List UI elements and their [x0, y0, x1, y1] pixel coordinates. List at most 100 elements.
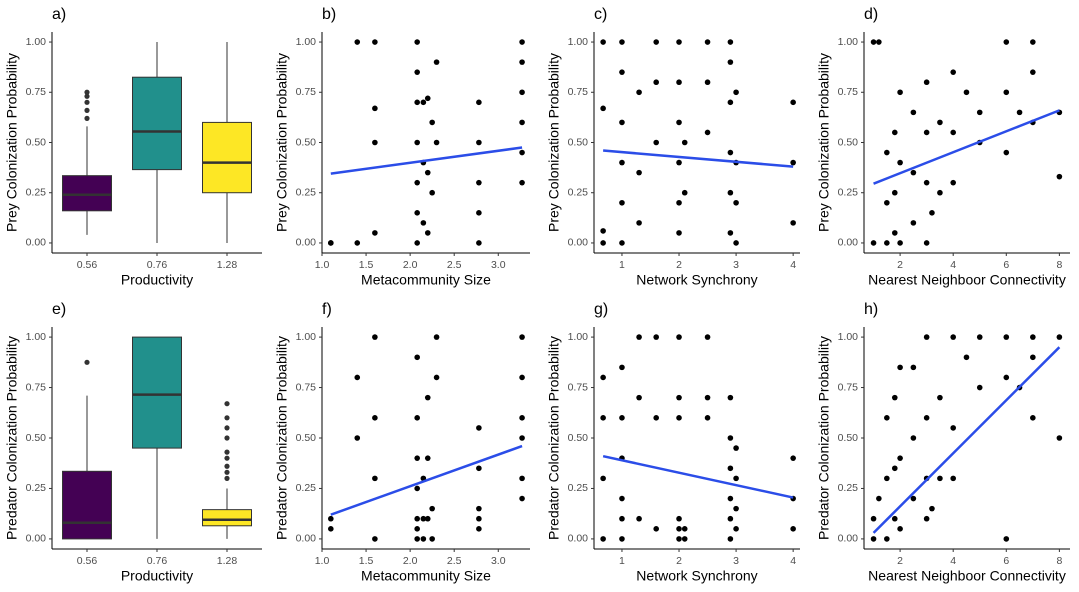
point: [950, 425, 956, 431]
point: [704, 39, 711, 45]
point: [727, 465, 734, 472]
y-tick-label: 1.00: [568, 331, 589, 343]
point: [727, 435, 734, 441]
point: [619, 119, 625, 126]
x-tick-label: 0.56: [77, 259, 98, 271]
outlier: [84, 115, 90, 121]
x-tick-label: 8: [1056, 555, 1062, 567]
point: [1056, 435, 1063, 441]
point: [897, 455, 903, 461]
point: [414, 515, 420, 522]
point: [1003, 39, 1010, 45]
point: [704, 415, 711, 421]
x-tick-label: 0.56: [77, 555, 98, 567]
point: [619, 199, 625, 206]
box: [132, 336, 182, 449]
point: [923, 415, 930, 421]
point: [884, 149, 890, 156]
y-tick-label: 0.00: [296, 237, 317, 249]
point: [727, 99, 734, 106]
point: [733, 475, 739, 482]
point: [884, 415, 890, 421]
fit-line: [872, 346, 1061, 534]
point: [424, 515, 431, 522]
point: [519, 415, 525, 421]
point: [653, 79, 659, 86]
point: [424, 169, 431, 176]
point: [897, 89, 903, 96]
y-tick-label: 0.00: [838, 237, 859, 249]
point: [910, 169, 917, 176]
box: [62, 470, 112, 540]
point: [653, 139, 659, 146]
point: [519, 89, 525, 96]
point: [414, 455, 420, 461]
panel-label: d): [864, 6, 878, 23]
y-tick-label: 0.00: [838, 533, 859, 545]
point: [433, 334, 440, 340]
point: [519, 119, 525, 126]
outlier: [224, 469, 230, 475]
outlier: [224, 463, 230, 469]
y-axis-title: Prey Colonization Probability: [546, 53, 562, 232]
point: [950, 179, 956, 186]
point: [414, 139, 420, 146]
y-tick-label: 0.50: [296, 136, 317, 148]
point: [414, 354, 420, 361]
panel-label: c): [594, 6, 607, 23]
point: [600, 228, 606, 234]
y-tick-label: 1.00: [26, 36, 47, 48]
point: [790, 526, 796, 532]
point: [676, 515, 682, 522]
point: [733, 240, 739, 246]
point: [414, 240, 420, 246]
y-axis-title: Prey Colonization Probability: [816, 53, 832, 232]
point: [733, 199, 739, 206]
point: [891, 189, 898, 196]
fit-line: [603, 149, 794, 168]
point: [876, 39, 882, 45]
point: [897, 364, 903, 371]
x-tick-label: 1.0: [315, 555, 330, 567]
x-tick-label: 4: [790, 259, 796, 271]
y-axis-title: Prey Colonization Probability: [274, 53, 290, 232]
point: [950, 69, 956, 75]
point: [433, 374, 440, 381]
fit-line: [330, 146, 523, 175]
point: [681, 139, 688, 146]
x-tick-label: 1.5: [359, 259, 374, 271]
panel-label: g): [594, 301, 608, 318]
point: [1003, 536, 1010, 542]
y-tick-label: 0.50: [838, 432, 859, 444]
x-tick-label: 1: [619, 555, 625, 567]
point: [1030, 334, 1036, 340]
point: [681, 189, 688, 196]
point: [884, 240, 890, 246]
point: [600, 39, 606, 45]
point: [519, 179, 525, 186]
point: [372, 139, 378, 146]
x-tick-label: 2.5: [447, 259, 462, 271]
y-tick-label: 0.25: [296, 187, 317, 199]
x-tick-label: 1: [619, 259, 625, 271]
point: [976, 109, 983, 116]
y-tick-label: 0.00: [296, 533, 317, 545]
point: [727, 149, 734, 156]
point: [653, 39, 659, 45]
point: [727, 230, 734, 236]
point: [923, 515, 930, 522]
point: [519, 149, 525, 156]
point: [476, 465, 482, 472]
outlier: [224, 435, 230, 441]
point: [600, 374, 606, 381]
point: [790, 220, 796, 226]
box: [132, 76, 182, 171]
outlier: [224, 449, 230, 455]
point: [429, 189, 435, 196]
point: [884, 536, 890, 542]
box: [62, 175, 112, 212]
point: [704, 334, 711, 340]
box: [202, 121, 252, 194]
outlier: [84, 99, 90, 105]
point: [476, 210, 482, 216]
